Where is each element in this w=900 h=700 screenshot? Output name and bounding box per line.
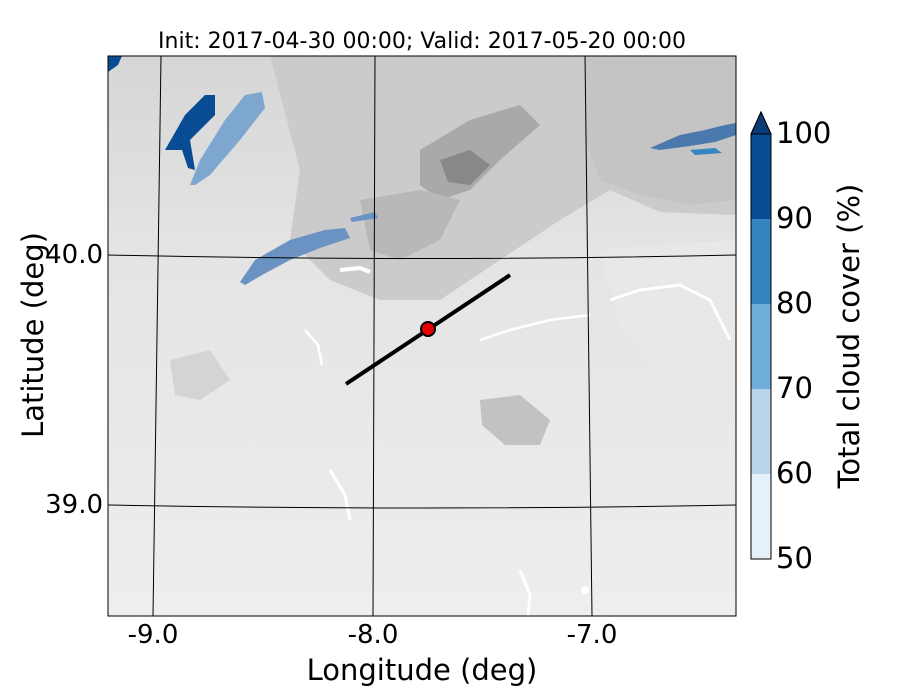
river-4 (328, 469, 352, 521)
cloud-band-west-tail (350, 212, 378, 222)
x-tick-minus-8: -8.0 (348, 620, 399, 650)
cloud-patch-nw-light (190, 92, 265, 185)
terrain-ridge-mid (360, 190, 460, 260)
gridlines (108, 56, 736, 616)
lake (581, 586, 589, 594)
colorbar-label: Total cloud cover (%) (832, 184, 866, 490)
meridian-minus-9 (152, 56, 162, 616)
colorbar-tick-80: 80 (776, 286, 813, 320)
terrain-hill-southwest (170, 350, 230, 400)
location-marker (420, 321, 436, 337)
colorbar-tick-60: 60 (776, 456, 813, 490)
y-tick-39: 39.0 (45, 490, 103, 520)
cloud-band-east (650, 123, 736, 150)
colorbar-tick-50: 50 (776, 541, 813, 575)
terrain-ridge-peak (440, 150, 490, 185)
colorbar-segment-60-70 (751, 389, 771, 474)
parallel-40 (108, 254, 736, 259)
colorbar-segment-70-80 (751, 304, 771, 389)
river-3 (479, 313, 591, 342)
map-frame (107, 55, 737, 617)
colorbar-tick-100: 100 (776, 116, 831, 150)
parallel-39 (108, 504, 736, 509)
cloud-patch-nw-dark (165, 95, 215, 170)
colorbar-segment-50-60 (751, 474, 771, 559)
y-tick-40: 40.0 (45, 240, 103, 270)
colorbar-outline (750, 110, 772, 560)
colorbar-tick-70: 70 (776, 371, 813, 405)
colorbar-extend-arrow (750, 110, 772, 135)
river-6 (518, 569, 532, 616)
x-axis-label: Longitude (deg) (307, 653, 538, 687)
colorbar-segment-80-90 (751, 219, 771, 304)
terrain-hill-south (480, 395, 550, 445)
y-axis-label: Latitude (deg) (16, 232, 50, 438)
terrain-lowland-east (600, 240, 736, 380)
cloud-band-east-small (690, 148, 722, 155)
meridian-minus-8 (372, 56, 376, 616)
x-tick-minus-9: -9.0 (128, 620, 179, 650)
colorbar-segment-90-100 (751, 134, 771, 219)
map-title: Init: 2017-04-30 00:00; Valid: 2017-05-2… (158, 29, 686, 54)
map-panel (108, 56, 736, 616)
river-5 (304, 329, 324, 366)
terrain-highland-east (585, 56, 736, 205)
x-tick-minus-7: -7.0 (567, 620, 618, 650)
colorbar-tick-90: 90 (776, 201, 813, 235)
river-1 (339, 265, 371, 274)
colorbar: 50 60 70 80 90 100 Total cloud cover (%) (750, 110, 866, 575)
river-2 (609, 283, 732, 341)
meridian-minus-7 (584, 56, 593, 616)
cloud-patch-nw-corner (108, 56, 122, 72)
cloud-band-west (240, 228, 350, 285)
